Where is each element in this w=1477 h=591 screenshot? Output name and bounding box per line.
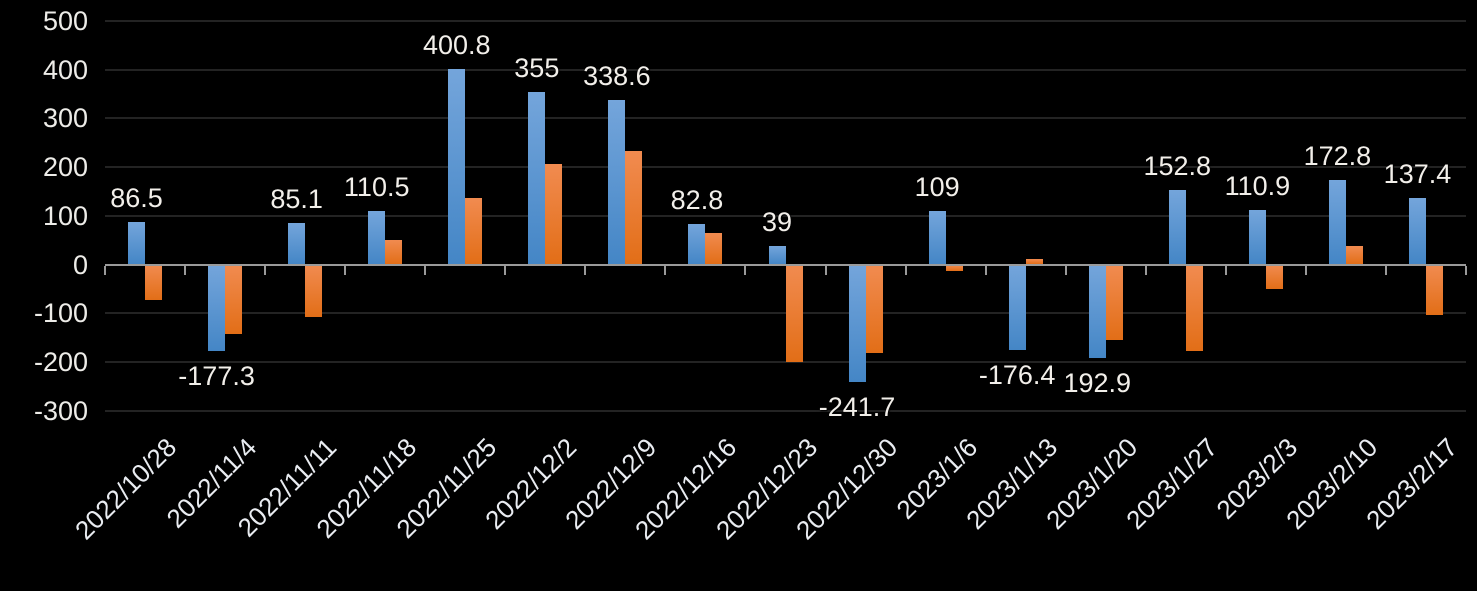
x-axis-tick [1224, 265, 1227, 275]
bar-blue [848, 264, 866, 383]
bar-blue [608, 99, 626, 265]
y-tick-label: 0 [72, 249, 88, 280]
data-label: 86.5 [110, 183, 163, 214]
data-label: 192.9 [1063, 368, 1132, 399]
bar-blue [1168, 190, 1186, 265]
x-axis-tick [904, 265, 907, 275]
y-tick-label: 400 [42, 54, 88, 85]
y-tick-label: 200 [42, 152, 88, 183]
gridline [105, 19, 1466, 22]
bar-orange [225, 264, 243, 335]
x-axis-tick [344, 265, 347, 275]
x-axis-tick [664, 265, 667, 275]
gridline [105, 409, 1466, 412]
data-label: 355 [514, 52, 560, 83]
bar-blue [1408, 197, 1426, 265]
bar-orange [545, 163, 563, 265]
data-label: -177.3 [178, 360, 255, 391]
bar-blue [128, 222, 146, 265]
bar-orange [945, 264, 963, 271]
x-axis-tick [744, 265, 747, 275]
x-axis-tick [1144, 265, 1147, 275]
x-axis-tick [1064, 265, 1067, 275]
bar-blue [1008, 264, 1026, 351]
data-label: 137.4 [1383, 158, 1452, 189]
x-axis-tick [1304, 265, 1307, 275]
bar-orange [1025, 258, 1043, 265]
gridline [105, 117, 1466, 120]
x-axis-tick [104, 265, 106, 275]
bar-blue [1088, 264, 1106, 359]
gridline [105, 214, 1466, 217]
bar-blue [1248, 210, 1266, 265]
x-axis-tick [184, 265, 187, 275]
bar-blue [528, 91, 546, 265]
bar-orange [145, 264, 163, 300]
data-label: 172.8 [1303, 141, 1372, 172]
y-tick-label: 100 [42, 200, 88, 231]
bar-blue [928, 211, 946, 265]
x-axis-tick [824, 265, 827, 275]
bar-orange [305, 264, 323, 318]
gridline [105, 166, 1466, 169]
x-axis-line [105, 263, 1466, 266]
y-tick-label: -100 [33, 298, 88, 329]
x-axis-tick [1465, 265, 1467, 275]
bar-orange [625, 151, 643, 265]
data-label: -241.7 [818, 392, 896, 423]
data-label: 39 [761, 206, 793, 237]
bar-orange [1425, 264, 1443, 315]
bar-orange [465, 198, 483, 265]
bar-orange [385, 240, 403, 265]
bar-blue [688, 224, 706, 265]
bar-orange [865, 264, 883, 354]
bar-blue [1328, 180, 1346, 265]
y-tick-label: 500 [42, 5, 88, 36]
y-tick-label: 300 [42, 103, 88, 134]
y-tick-label: -300 [33, 395, 88, 426]
x-axis-tick [424, 265, 427, 275]
bar-blue [448, 69, 466, 265]
bar-orange [785, 264, 803, 363]
gridline [105, 68, 1466, 71]
bar-blue [208, 264, 226, 351]
data-label: 152.8 [1143, 151, 1212, 182]
data-label: 110.5 [343, 171, 410, 202]
data-label: -176.4 [978, 360, 1056, 391]
x-axis-tick [584, 265, 587, 275]
x-axis-tick [984, 265, 987, 275]
bar-blue [368, 210, 386, 265]
data-label: 110.9 [1224, 171, 1291, 202]
data-label: 338.6 [583, 60, 651, 91]
data-label: 109 [914, 172, 960, 203]
x-tick-label: 2022/10/28 [68, 432, 183, 546]
bar-orange [1185, 264, 1203, 351]
y-tick-label: -200 [33, 346, 88, 377]
x-axis-tick [1384, 265, 1387, 275]
data-label: 82.8 [670, 185, 724, 216]
bar-blue [288, 223, 306, 265]
bar-orange [1105, 264, 1123, 340]
bar-orange [1265, 264, 1283, 290]
x-axis-tick [504, 265, 507, 275]
bar-blue [768, 245, 786, 265]
data-label: 85.1 [270, 184, 323, 215]
bar-orange [705, 232, 723, 265]
x-axis-tick [264, 265, 267, 275]
bar-orange [1345, 246, 1363, 265]
data-label: 400.8 [422, 30, 491, 61]
